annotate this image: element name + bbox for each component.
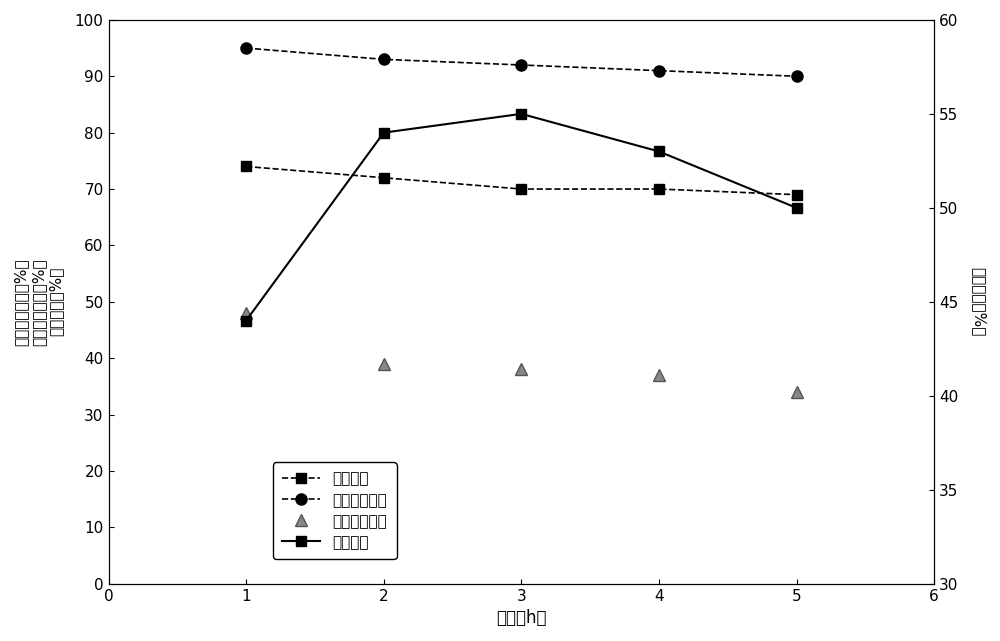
预处理量 <box>515 185 527 193</box>
酵解效率 <box>653 147 665 155</box>
Line: 预处理量: 预处理量 <box>241 162 801 199</box>
纤维素保留率 <box>378 56 390 63</box>
木质素保留率 <box>240 309 252 317</box>
Y-axis label: 酵解效率（%）: 酵解效率（%） <box>971 267 986 337</box>
预处理量 <box>791 191 803 199</box>
纤维素保留率 <box>653 67 665 74</box>
预处理量 <box>653 185 665 193</box>
木质素保留率 <box>791 388 803 396</box>
Line: 木质素保留率: 木质素保留率 <box>240 307 803 398</box>
木质素保留率 <box>515 365 527 373</box>
预处理量 <box>378 174 390 181</box>
Legend: 预处理量, 纤维素保留率, 木质素保留率, 酵解效率: 预处理量, 纤维素保留率, 木质素保留率, 酵解效率 <box>273 462 397 559</box>
酵解效率 <box>240 317 252 324</box>
Line: 酵解效率: 酵解效率 <box>241 109 801 326</box>
Y-axis label: 纤维素保留率（%）
木质素保留率（%）
预处理量（%）: 纤维素保留率（%） 木质素保留率（%） 预处理量（%） <box>14 258 64 345</box>
X-axis label: 时间（h）: 时间（h） <box>496 609 547 627</box>
酵解效率 <box>515 110 527 118</box>
预处理量 <box>240 163 252 171</box>
纤维素保留率 <box>515 61 527 69</box>
纤维素保留率 <box>240 44 252 52</box>
酵解效率 <box>791 204 803 212</box>
酵解效率 <box>378 129 390 137</box>
木质素保留率 <box>653 371 665 379</box>
纤维素保留率 <box>791 72 803 80</box>
木质素保留率 <box>378 360 390 368</box>
Line: 纤维素保留率: 纤维素保留率 <box>241 42 802 82</box>
